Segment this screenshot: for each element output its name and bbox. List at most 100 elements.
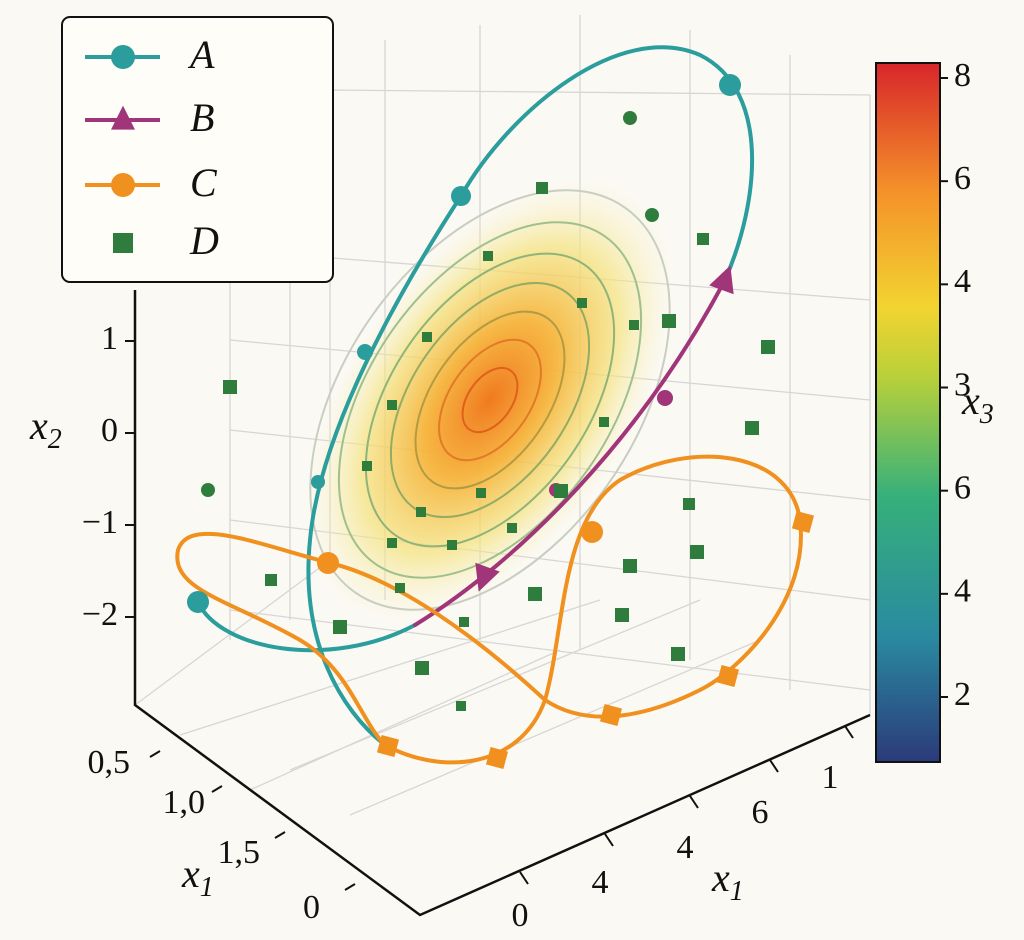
axis-label-text: x (711, 855, 730, 900)
marker (456, 701, 466, 711)
marker (415, 661, 429, 675)
marker (671, 647, 685, 661)
marker (485, 746, 509, 770)
marker (615, 608, 629, 622)
marker (645, 208, 659, 222)
y-tick-label: 0 (101, 412, 118, 449)
x-tick-label: 1,5 (218, 834, 261, 871)
marker (623, 559, 637, 573)
axis-label: x1 (711, 855, 744, 907)
x-tick (211, 785, 223, 793)
marker (311, 475, 325, 489)
x-tick-label: 0 (303, 889, 320, 926)
marker (599, 703, 623, 727)
marker (111, 45, 135, 69)
x-tick (519, 871, 529, 885)
marker (395, 583, 405, 593)
axis-label-text: x (961, 378, 980, 423)
marker (451, 186, 471, 206)
marker (716, 664, 740, 688)
curve (196, 600, 417, 653)
marker (201, 483, 215, 497)
y-tick-label: 1 (101, 320, 118, 357)
marker (709, 265, 734, 295)
colorbar-tick-label: 6 (954, 469, 971, 506)
marker (554, 484, 568, 498)
x-tick-label: 1 (822, 759, 839, 796)
colorbar-tick-label: 4 (954, 263, 971, 300)
legend-label: A (187, 32, 215, 77)
x-tick-label: 4 (677, 829, 694, 866)
marker (791, 510, 815, 534)
marker (265, 574, 277, 586)
marker (111, 173, 135, 197)
marker (690, 545, 704, 559)
legend-label: D (189, 218, 219, 263)
axis-label: x1 (181, 851, 214, 903)
axes (133, 290, 871, 917)
x-tick (604, 833, 614, 847)
marker (577, 298, 587, 308)
x-tick-label: 0,5 (88, 744, 131, 781)
marker (362, 461, 372, 471)
density (306, 180, 674, 620)
marker (507, 523, 517, 533)
marker (483, 251, 493, 261)
markers (187, 74, 815, 770)
x-tick-label: 0 (512, 897, 529, 934)
marker (317, 552, 339, 574)
marker (528, 587, 542, 601)
marker (387, 400, 397, 410)
colorbar (875, 62, 941, 763)
marker (416, 507, 426, 517)
y-tick-label: −2 (82, 596, 118, 633)
marker (357, 344, 373, 360)
axis-label-sub: 1 (730, 876, 744, 907)
marker (113, 233, 133, 253)
marker (719, 74, 741, 96)
marker (599, 417, 609, 427)
axis-label-sub: 2 (48, 424, 62, 455)
x-tick (274, 831, 286, 839)
x-tick (844, 725, 854, 739)
marker (333, 620, 347, 634)
axis-label-text: x (29, 403, 48, 448)
marker (476, 488, 486, 498)
colorbar-tick-label: 2 (954, 676, 971, 713)
marker (662, 314, 676, 328)
marker (581, 521, 603, 543)
marker (111, 105, 135, 130)
y-tick-label: −1 (82, 504, 118, 541)
marker (376, 734, 400, 758)
x-tick-label: 4 (592, 864, 609, 901)
legend-label: B (190, 95, 214, 140)
marker (657, 390, 673, 406)
marker (459, 617, 469, 627)
axis-label-sub: 3 (979, 399, 994, 430)
x-tick (344, 883, 356, 891)
axis-label: x2 (29, 403, 62, 455)
marker (187, 591, 209, 613)
marker (422, 332, 432, 342)
marker (623, 111, 637, 125)
marker (475, 562, 500, 592)
axis-label-text: x (181, 851, 200, 896)
x-tick (689, 795, 699, 809)
marker (629, 320, 639, 330)
marker (761, 340, 775, 354)
marker (387, 538, 397, 548)
x-tick-label: 1,0 (163, 784, 206, 821)
colorbar-tick-label: 3 (954, 366, 971, 403)
marker (697, 233, 709, 245)
colorbar-tick-label: 4 (954, 573, 971, 610)
colorbar-tick-label: 6 (954, 160, 971, 197)
curve (413, 278, 727, 627)
legend-label: C (190, 160, 218, 205)
x-tick-label: 6 (752, 794, 769, 831)
marker (536, 182, 548, 194)
legend (61, 16, 334, 283)
axis-label-sub: 1 (200, 872, 214, 903)
marker (745, 421, 759, 435)
